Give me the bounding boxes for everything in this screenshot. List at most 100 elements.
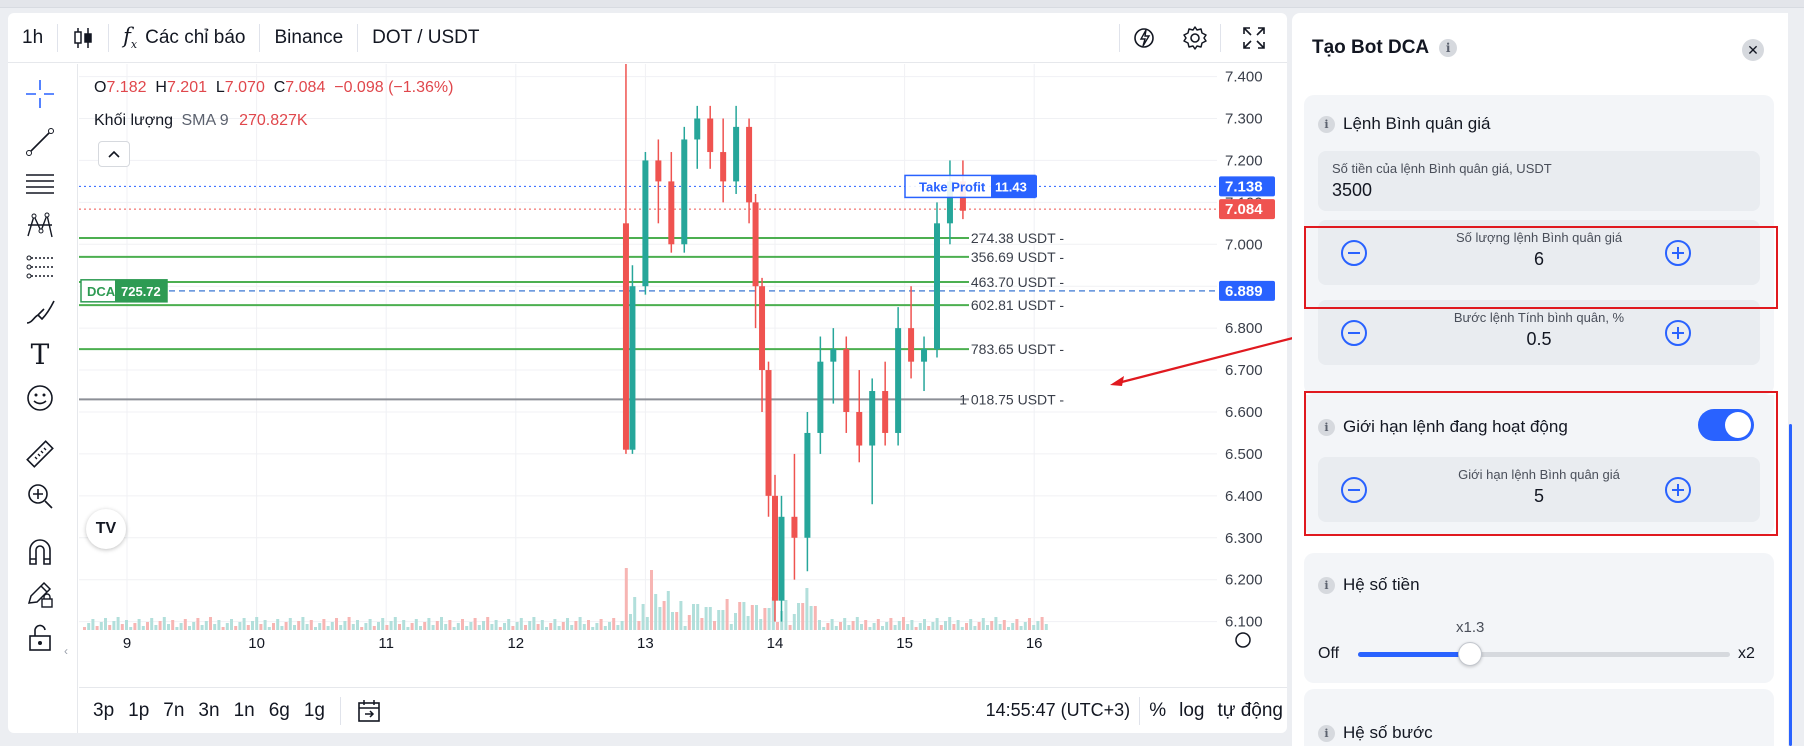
limit-value[interactable]: 5 <box>1533 486 1544 506</box>
volume-bar <box>679 601 683 630</box>
volume-bar <box>192 622 196 630</box>
lock-drawings-tool[interactable] <box>22 576 58 612</box>
volume-bar <box>839 622 842 630</box>
symbol-label[interactable]: DOT / USDT <box>372 26 480 48</box>
interval-button[interactable]: 1h <box>22 26 44 48</box>
pattern-tool[interactable] <box>22 208 58 244</box>
volume-bar <box>477 625 481 630</box>
projection-tool[interactable] <box>22 250 58 286</box>
chart-type-button[interactable] <box>58 21 108 55</box>
volume-bar <box>83 627 86 630</box>
crosshair-tool[interactable] <box>22 76 58 112</box>
step-value[interactable]: 0.5 <box>1526 329 1552 349</box>
plus-circle-icon[interactable] <box>1664 319 1692 347</box>
minus-circle-icon[interactable] <box>1340 319 1368 347</box>
sma-label: SMA 9 <box>181 112 229 129</box>
volume-bar <box>725 599 729 630</box>
brush-tool[interactable] <box>22 294 58 330</box>
amount-input[interactable]: 3500 <box>1332 180 1373 200</box>
volume-bar <box>141 626 145 630</box>
quick-replay-button[interactable] <box>1120 13 1170 63</box>
panel-scrollbar[interactable] <box>1789 424 1792 746</box>
plus-circle-icon[interactable] <box>1664 476 1692 504</box>
volume-bar <box>112 621 116 630</box>
legend-collapse-button[interactable] <box>98 141 130 167</box>
ruler-tool[interactable] <box>22 436 58 472</box>
gear-icon <box>1183 26 1207 50</box>
trend-line-tool[interactable] <box>22 124 58 160</box>
info-icon[interactable]: i <box>1439 39 1458 57</box>
volume-bar <box>414 619 418 630</box>
volume-bar <box>179 623 183 630</box>
collapse-toolbar-handle[interactable]: ‹ <box>64 644 68 658</box>
slider-handle[interactable] <box>1457 642 1482 666</box>
amount-field[interactable]: Số tiền của lệnh Bình quân giá, USDT 350… <box>1318 151 1760 211</box>
close-button[interactable]: ✕ <box>1742 39 1764 61</box>
info-icon[interactable]: i <box>1318 724 1335 742</box>
range-button[interactable]: 1p <box>128 699 150 721</box>
log-toggle[interactable]: log <box>1179 699 1205 721</box>
plus-circle-icon[interactable] <box>1664 239 1692 267</box>
text-icon: T <box>30 337 50 371</box>
range-button[interactable]: 7n <box>163 699 185 721</box>
volume-bar <box>297 621 301 630</box>
exchange-label[interactable]: Binance <box>274 26 344 48</box>
toolbar-divider <box>1220 24 1221 52</box>
projection-icon <box>26 255 53 279</box>
volume-bar <box>675 612 679 630</box>
volume-bar <box>868 627 872 630</box>
range-button[interactable]: 3p <box>93 699 115 721</box>
toolbar-divider <box>108 23 110 52</box>
price-axis[interactable]: 7.4007.3007.2007.1007.0006.9006.8006.700… <box>1217 64 1287 656</box>
volume-bar <box>729 624 733 630</box>
range-button[interactable]: 1g <box>303 699 325 721</box>
settings-button[interactable] <box>1170 13 1220 63</box>
fib-tool[interactable] <box>22 166 58 202</box>
goto-date-button[interactable] <box>349 698 389 724</box>
volume-bar <box>431 625 435 630</box>
count-value[interactable]: 6 <box>1533 249 1544 269</box>
zoom-tool[interactable] <box>22 478 58 514</box>
axis-settings-icon[interactable] <box>1235 632 1251 648</box>
volume-bar <box>272 623 275 630</box>
tradingview-logo[interactable]: TV <box>86 509 126 549</box>
volume-bar <box>1040 617 1044 630</box>
clock-label[interactable]: 14:55:47 (UTC+3) <box>985 700 1131 720</box>
text-tool[interactable]: T <box>22 336 58 372</box>
toolbar-divider <box>357 23 359 52</box>
volume-bar <box>150 618 154 630</box>
auto-toggle[interactable]: tự động <box>1217 699 1283 721</box>
info-icon[interactable]: i <box>1318 576 1335 594</box>
volume-bar <box>566 618 569 630</box>
info-icon[interactable]: i <box>1318 418 1335 436</box>
volume-bar <box>557 626 561 630</box>
candle-body <box>752 202 759 287</box>
volume-bar <box>549 623 553 630</box>
range-button[interactable]: 3n <box>198 699 220 721</box>
multiplier-slider[interactable] <box>1358 642 1730 666</box>
fullscreen-button[interactable] <box>1221 13 1287 63</box>
candle-body <box>946 181 953 224</box>
minus-circle-icon[interactable] <box>1340 239 1368 267</box>
minus-circle-icon[interactable] <box>1340 476 1368 504</box>
volume-bar <box>1011 623 1015 630</box>
volume-bar <box>650 570 653 630</box>
volume-bar <box>1032 625 1036 630</box>
magnet-tool[interactable] <box>22 534 58 570</box>
emoji-tool[interactable] <box>22 380 58 416</box>
price-axis-label: 7.300 <box>1225 111 1263 128</box>
volume-bar <box>893 625 897 630</box>
range-button[interactable]: 6g <box>268 699 290 721</box>
price-chart[interactable]: 274.38 USDT - 356.69 USDT - 463.70 USDT - 6… <box>79 64 1217 656</box>
volume-bar <box>225 623 229 630</box>
info-icon[interactable]: i <box>1318 115 1335 133</box>
percent-toggle[interactable]: % <box>1149 699 1167 721</box>
unlock-tool[interactable] <box>22 620 58 656</box>
range-button[interactable]: 1n <box>233 699 255 721</box>
limit-toggle[interactable] <box>1698 409 1754 441</box>
volume-bar <box>448 620 452 630</box>
volume-bar <box>902 617 905 630</box>
indicators-button[interactable]: fx Các chỉ báo <box>109 21 259 55</box>
volume-bar <box>931 622 935 630</box>
price-axis-label: 6.700 <box>1225 362 1263 379</box>
